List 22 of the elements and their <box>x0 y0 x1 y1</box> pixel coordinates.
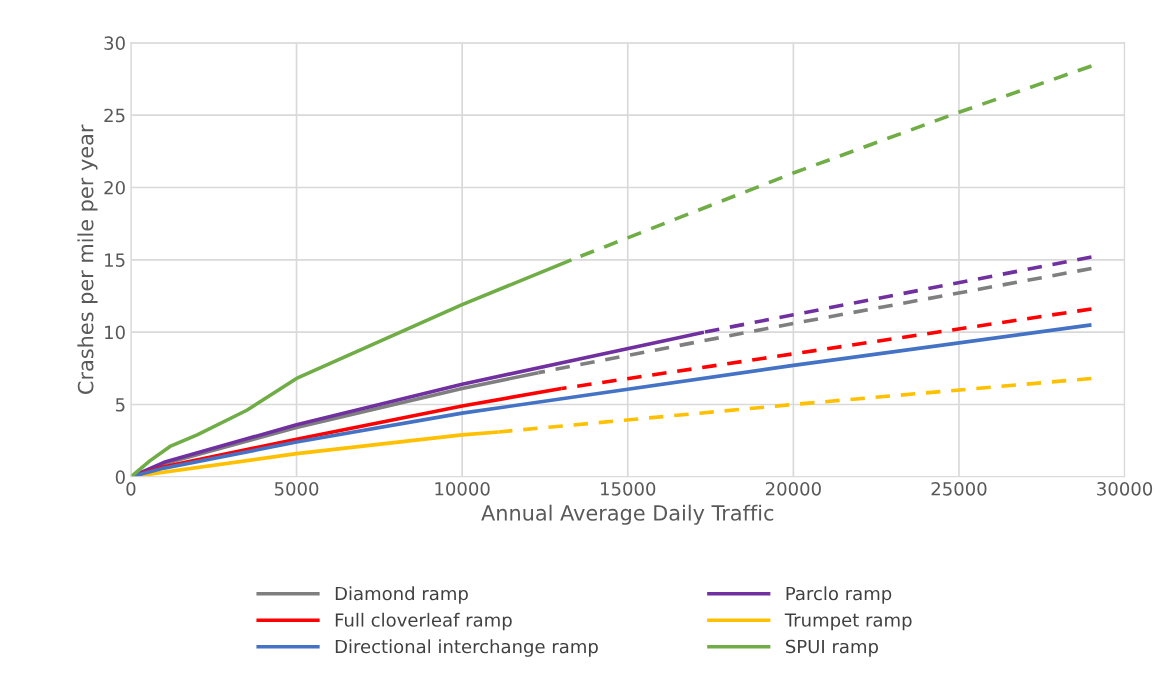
legend-label: Diamond ramp <box>335 586 468 604</box>
y-tick-label: 25 <box>104 108 125 123</box>
x-tick-label: 0 <box>126 481 136 496</box>
x-tick-label: 20000 <box>765 481 821 496</box>
x-tick-label: 5000 <box>274 481 319 496</box>
y-tick-label: 15 <box>105 253 125 267</box>
y-tick-label: 5 <box>115 398 125 412</box>
legend-label: Full cloverleaf ramp <box>335 612 512 631</box>
y-tick-label: 10 <box>105 325 125 340</box>
legend-label: Parclo ramp <box>786 586 892 604</box>
y-axis-title: Crashes per mile per year <box>77 124 98 394</box>
x-axis-title: Annual Average Daily Traffic <box>481 504 774 525</box>
x-tick-label: 30000 <box>1097 481 1153 496</box>
x-tick-label: 25000 <box>931 481 987 496</box>
y-tick-label: 20 <box>104 180 125 195</box>
legend-label: Trumpet ramp <box>784 613 912 631</box>
x-tick-label: 15000 <box>601 481 656 496</box>
legend-label: SPUI ramp <box>786 639 878 657</box>
legend-label: Directional interchange ramp <box>335 639 598 657</box>
y-tick-label: 0 <box>115 470 125 484</box>
x-tick-label: 10000 <box>435 481 490 496</box>
y-tick-label: 30 <box>104 36 125 50</box>
